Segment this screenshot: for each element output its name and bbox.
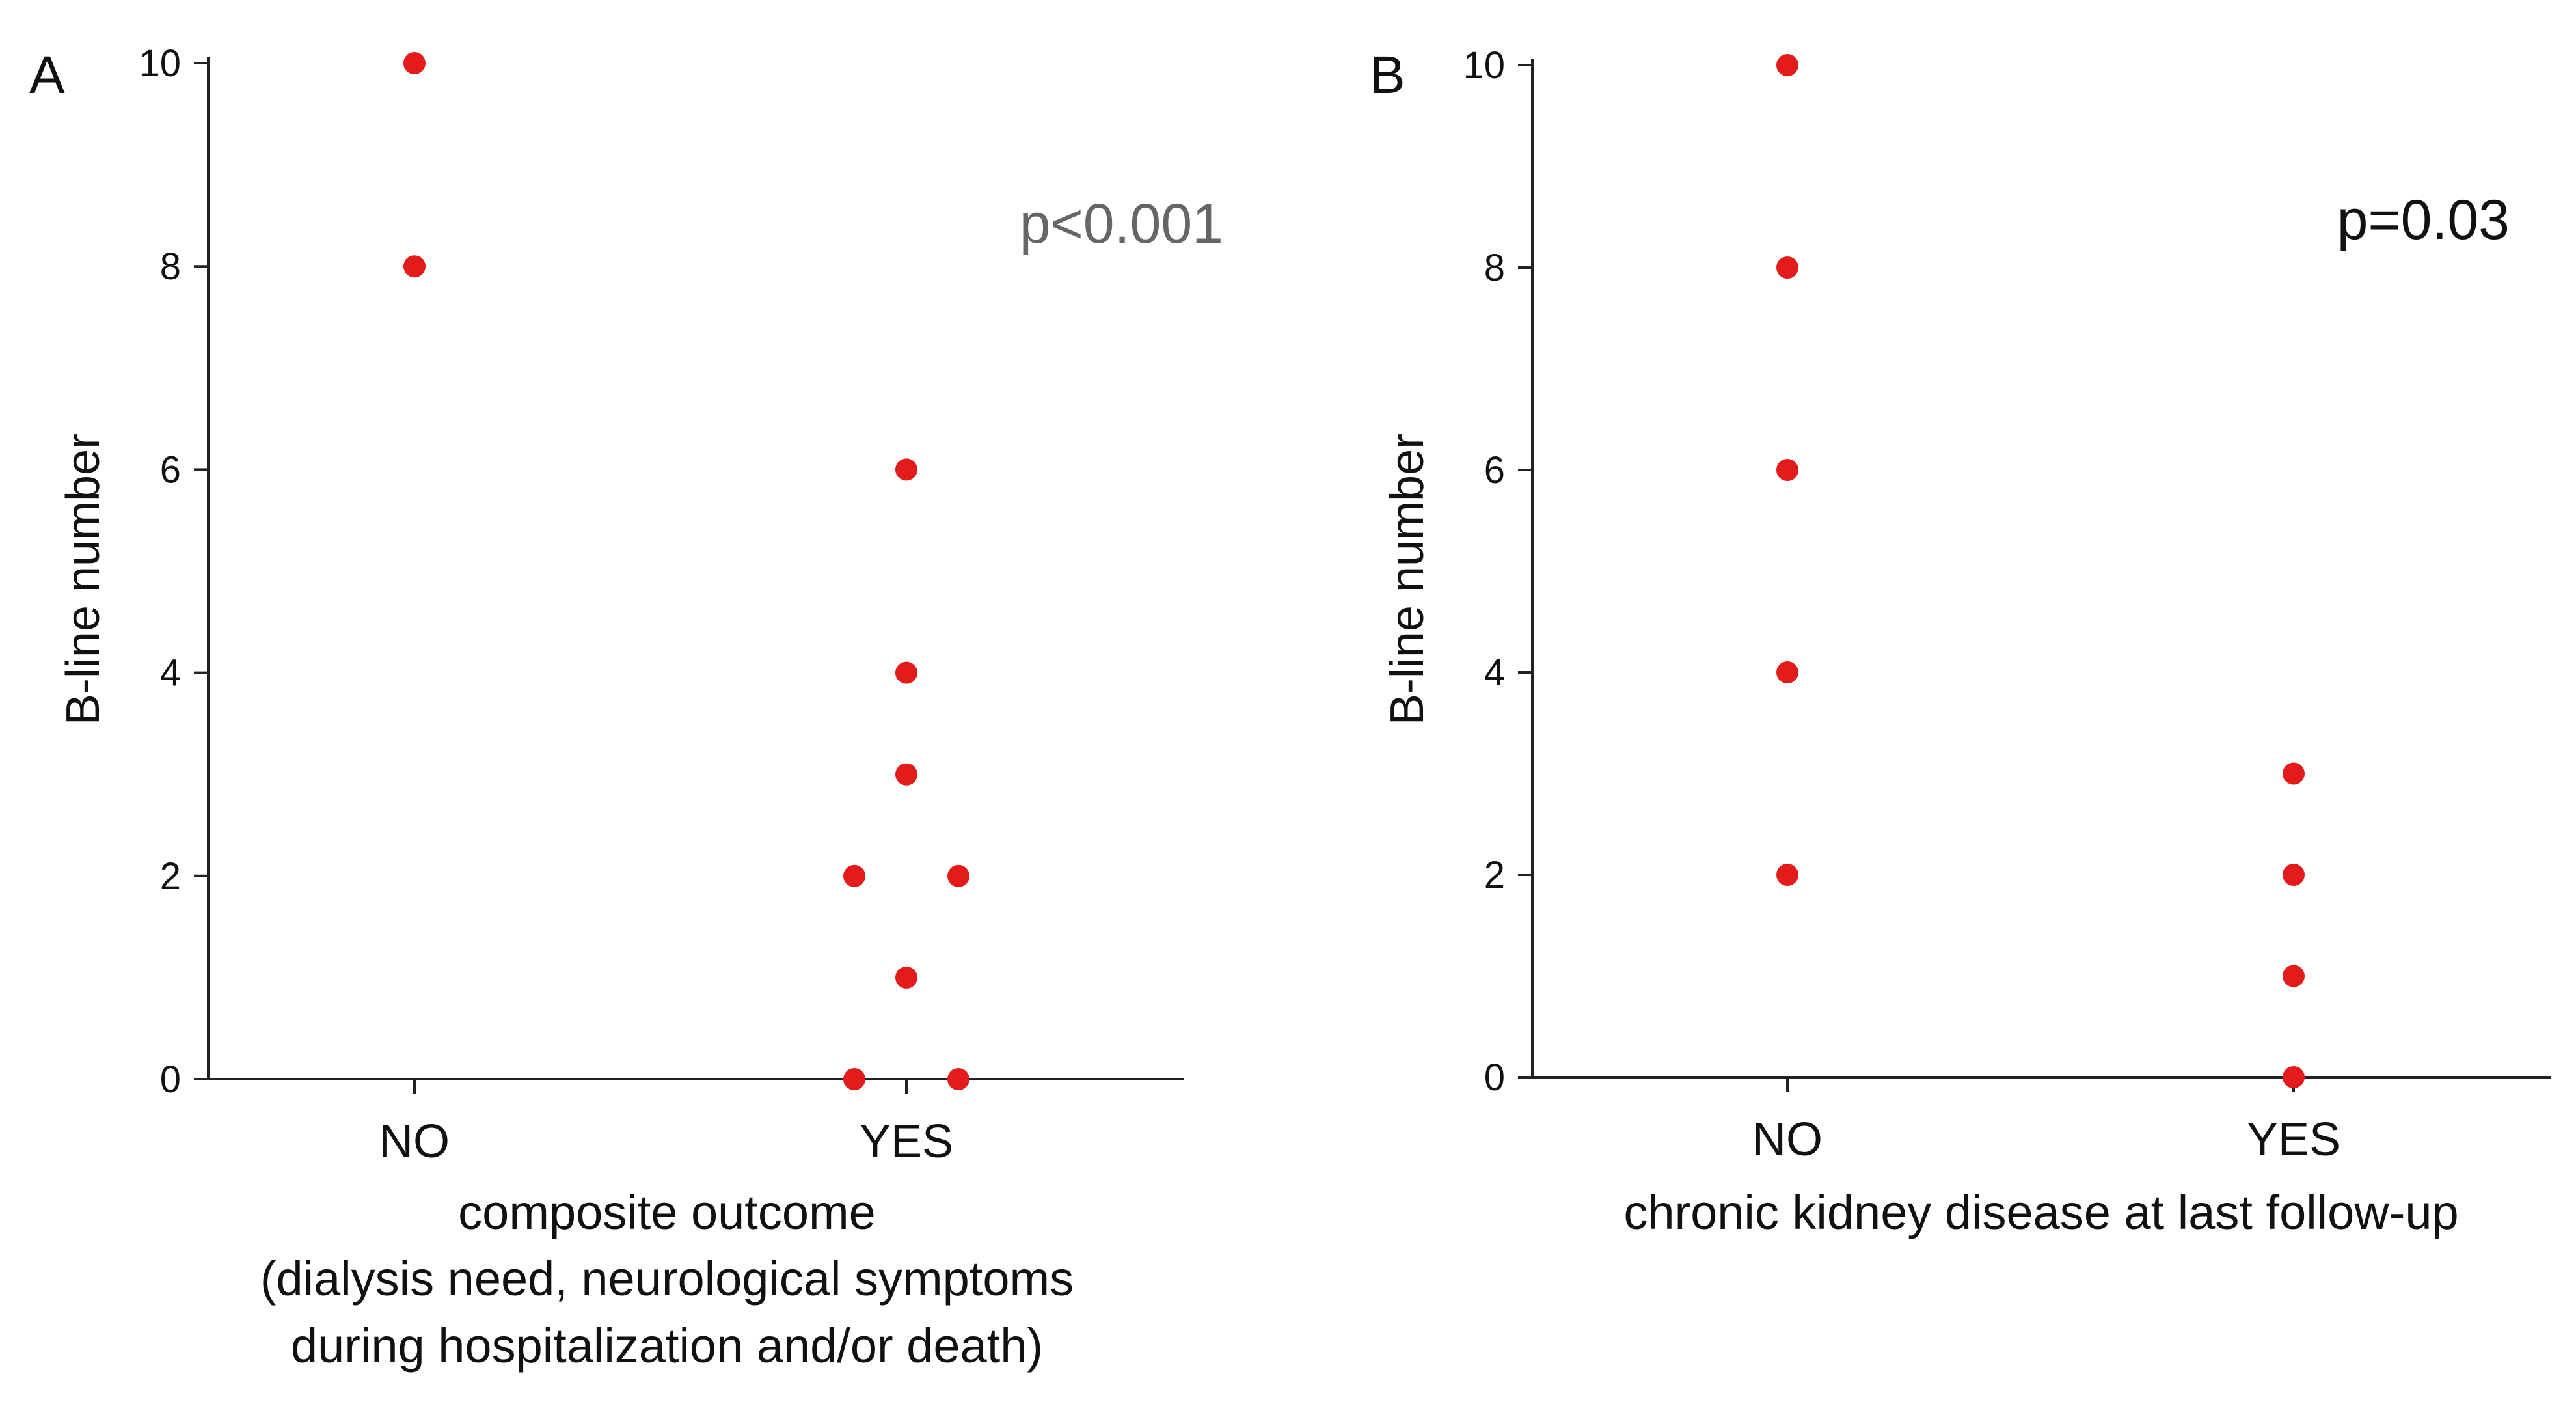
y-tick-label: 2: [160, 855, 181, 898]
x-axis-title-line: (dialysis need, neurological symptoms: [260, 1252, 1074, 1306]
data-point: [947, 864, 969, 887]
data-point: [1776, 864, 1798, 886]
x-category-label: NO: [1752, 1114, 1823, 1166]
data-point: [2283, 864, 2305, 886]
data-point: [843, 864, 865, 887]
data-point: [2283, 762, 2305, 785]
x-category-label: NO: [379, 1116, 450, 1168]
data-point: [895, 966, 917, 989]
data-point: [843, 1068, 865, 1090]
y-tick-label: 10: [139, 42, 181, 85]
data-point: [403, 52, 426, 74]
data-point: [1776, 661, 1798, 683]
y-tick-label: 6: [1484, 449, 1505, 491]
y-tick-label: 8: [1484, 247, 1505, 289]
x-category-label: YES: [860, 1116, 953, 1168]
panel-b: B 0 2 4 6 8 10 NO YES B-line number chronic kidney…: [1370, 44, 2551, 1239]
x-category-label: YES: [2247, 1114, 2340, 1166]
y-tick-label: 0: [160, 1058, 181, 1101]
panel-label: A: [29, 46, 65, 105]
y-axis-title: B-line number: [1381, 433, 1433, 725]
data-point: [895, 763, 917, 786]
panel-label: B: [1370, 46, 1405, 105]
y-tick-label: 8: [160, 245, 181, 288]
data-point: [895, 661, 917, 684]
data-point: [1776, 54, 1798, 76]
x-axis-title-line: during hospitalization and/or death): [291, 1319, 1043, 1373]
panel-a: A 0 2 4 6 8 10 NO YES B-line number composite outc…: [29, 42, 1223, 1373]
x-axis-title-line: chronic kidney disease at last follow-up: [1623, 1185, 2458, 1239]
y-tick-label: 10: [1463, 44, 1505, 87]
data-point: [2283, 965, 2305, 987]
p-value-annotation: p<0.001: [1020, 193, 1223, 255]
data-point: [1776, 459, 1798, 481]
x-axis-title-line: composite outcome: [458, 1185, 876, 1239]
y-tick-label: 0: [1484, 1056, 1505, 1099]
y-tick-label: 2: [1484, 854, 1505, 896]
data-point: [947, 1068, 969, 1090]
y-tick-label: 4: [1484, 652, 1505, 694]
y-tick-label: 4: [160, 652, 181, 695]
data-point: [2283, 1066, 2305, 1088]
y-axis-title: B-line number: [57, 433, 109, 725]
data-point: [1776, 256, 1798, 279]
p-value-annotation: p=0.03: [2337, 189, 2510, 251]
y-tick-label: 6: [160, 448, 181, 491]
data-point: [403, 255, 426, 278]
data-point: [895, 458, 917, 481]
